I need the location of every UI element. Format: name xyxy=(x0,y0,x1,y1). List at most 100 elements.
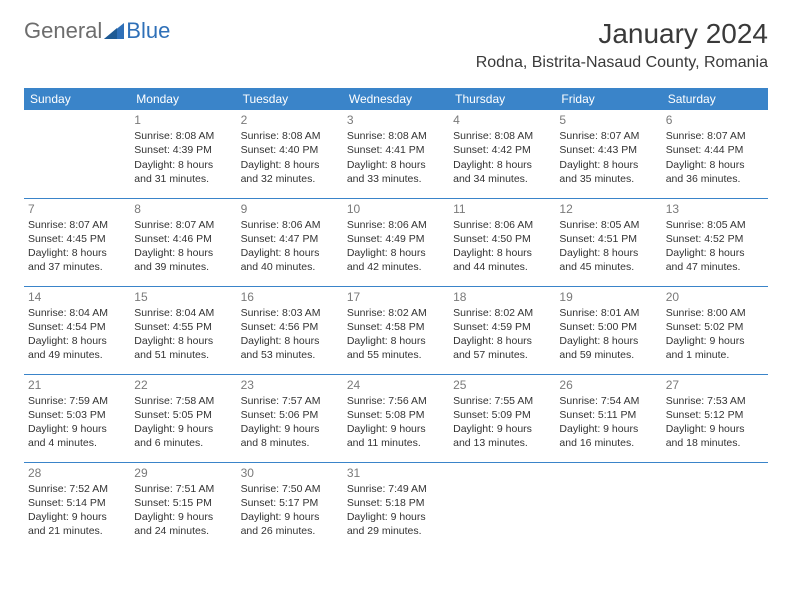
calendar-cell: 25Sunrise: 7:55 AMSunset: 5:09 PMDayligh… xyxy=(449,374,555,462)
daylight-line: Daylight: 8 hours and 35 minutes. xyxy=(559,158,657,186)
sunset-line: Sunset: 5:02 PM xyxy=(666,320,764,334)
sunrise-line: Sunrise: 8:06 AM xyxy=(453,218,551,232)
daylight-line: Daylight: 8 hours and 57 minutes. xyxy=(453,334,551,362)
weekday-header-row: Sunday Monday Tuesday Wednesday Thursday… xyxy=(24,88,768,110)
calendar-cell: 31Sunrise: 7:49 AMSunset: 5:18 PMDayligh… xyxy=(343,462,449,550)
calendar-body: 1Sunrise: 8:08 AMSunset: 4:39 PMDaylight… xyxy=(24,110,768,550)
weekday-header: Monday xyxy=(130,88,236,110)
daylight-line: Daylight: 9 hours and 1 minute. xyxy=(666,334,764,362)
daylight-line: Daylight: 9 hours and 13 minutes. xyxy=(453,422,551,450)
sunset-line: Sunset: 4:50 PM xyxy=(453,232,551,246)
sunrise-line: Sunrise: 7:59 AM xyxy=(28,394,126,408)
daylight-line: Daylight: 9 hours and 16 minutes. xyxy=(559,422,657,450)
daylight-line: Daylight: 9 hours and 6 minutes. xyxy=(134,422,232,450)
sunset-line: Sunset: 5:06 PM xyxy=(241,408,339,422)
day-number: 7 xyxy=(28,201,126,217)
day-number: 22 xyxy=(134,377,232,393)
weekday-header: Saturday xyxy=(662,88,768,110)
calendar-row: 14Sunrise: 8:04 AMSunset: 4:54 PMDayligh… xyxy=(24,286,768,374)
calendar-cell: 13Sunrise: 8:05 AMSunset: 4:52 PMDayligh… xyxy=(662,198,768,286)
daylight-line: Daylight: 8 hours and 37 minutes. xyxy=(28,246,126,274)
daylight-line: Daylight: 8 hours and 59 minutes. xyxy=(559,334,657,362)
sunrise-line: Sunrise: 8:03 AM xyxy=(241,306,339,320)
sunrise-line: Sunrise: 7:53 AM xyxy=(666,394,764,408)
day-number: 26 xyxy=(559,377,657,393)
sunrise-line: Sunrise: 8:07 AM xyxy=(134,218,232,232)
calendar-table: Sunday Monday Tuesday Wednesday Thursday… xyxy=(24,88,768,550)
logo-text-blue: Blue xyxy=(126,18,170,44)
daylight-line: Daylight: 8 hours and 53 minutes. xyxy=(241,334,339,362)
page-header: General Blue January 2024 Rodna, Bistrit… xyxy=(0,0,792,78)
day-number: 4 xyxy=(453,112,551,128)
sunrise-line: Sunrise: 8:07 AM xyxy=(559,129,657,143)
logo-text-general: General xyxy=(24,18,102,44)
day-number: 5 xyxy=(559,112,657,128)
day-number: 31 xyxy=(347,465,445,481)
daylight-line: Daylight: 8 hours and 49 minutes. xyxy=(28,334,126,362)
sunset-line: Sunset: 4:52 PM xyxy=(666,232,764,246)
calendar-cell: 21Sunrise: 7:59 AMSunset: 5:03 PMDayligh… xyxy=(24,374,130,462)
calendar-cell xyxy=(449,462,555,550)
day-number: 21 xyxy=(28,377,126,393)
calendar-cell xyxy=(662,462,768,550)
sunset-line: Sunset: 4:45 PM xyxy=(28,232,126,246)
sunset-line: Sunset: 5:12 PM xyxy=(666,408,764,422)
weekday-header: Thursday xyxy=(449,88,555,110)
daylight-line: Daylight: 9 hours and 4 minutes. xyxy=(28,422,126,450)
weekday-header: Sunday xyxy=(24,88,130,110)
sunrise-line: Sunrise: 8:00 AM xyxy=(666,306,764,320)
day-number: 16 xyxy=(241,289,339,305)
sunset-line: Sunset: 4:47 PM xyxy=(241,232,339,246)
sunset-line: Sunset: 4:44 PM xyxy=(666,143,764,157)
day-number: 20 xyxy=(666,289,764,305)
daylight-line: Daylight: 8 hours and 33 minutes. xyxy=(347,158,445,186)
daylight-line: Daylight: 8 hours and 31 minutes. xyxy=(134,158,232,186)
month-title: January 2024 xyxy=(476,18,768,50)
day-number: 3 xyxy=(347,112,445,128)
sunrise-line: Sunrise: 8:02 AM xyxy=(347,306,445,320)
sunset-line: Sunset: 5:03 PM xyxy=(28,408,126,422)
sunset-line: Sunset: 5:14 PM xyxy=(28,496,126,510)
calendar-row: 1Sunrise: 8:08 AMSunset: 4:39 PMDaylight… xyxy=(24,110,768,198)
calendar-cell: 28Sunrise: 7:52 AMSunset: 5:14 PMDayligh… xyxy=(24,462,130,550)
day-number: 9 xyxy=(241,201,339,217)
calendar-cell: 6Sunrise: 8:07 AMSunset: 4:44 PMDaylight… xyxy=(662,110,768,198)
sunset-line: Sunset: 4:41 PM xyxy=(347,143,445,157)
daylight-line: Daylight: 9 hours and 29 minutes. xyxy=(347,510,445,538)
sunset-line: Sunset: 4:54 PM xyxy=(28,320,126,334)
daylight-line: Daylight: 9 hours and 21 minutes. xyxy=(28,510,126,538)
calendar-cell: 9Sunrise: 8:06 AMSunset: 4:47 PMDaylight… xyxy=(237,198,343,286)
day-number: 12 xyxy=(559,201,657,217)
sunrise-line: Sunrise: 8:08 AM xyxy=(453,129,551,143)
calendar-cell: 4Sunrise: 8:08 AMSunset: 4:42 PMDaylight… xyxy=(449,110,555,198)
sunrise-line: Sunrise: 7:52 AM xyxy=(28,482,126,496)
day-number: 23 xyxy=(241,377,339,393)
sunset-line: Sunset: 4:58 PM xyxy=(347,320,445,334)
sunrise-line: Sunrise: 7:57 AM xyxy=(241,394,339,408)
daylight-line: Daylight: 8 hours and 42 minutes. xyxy=(347,246,445,274)
sunset-line: Sunset: 4:49 PM xyxy=(347,232,445,246)
day-number: 1 xyxy=(134,112,232,128)
daylight-line: Daylight: 8 hours and 39 minutes. xyxy=(134,246,232,274)
calendar-cell: 18Sunrise: 8:02 AMSunset: 4:59 PMDayligh… xyxy=(449,286,555,374)
sunset-line: Sunset: 4:59 PM xyxy=(453,320,551,334)
calendar-cell: 20Sunrise: 8:00 AMSunset: 5:02 PMDayligh… xyxy=(662,286,768,374)
sunset-line: Sunset: 5:15 PM xyxy=(134,496,232,510)
calendar-cell: 23Sunrise: 7:57 AMSunset: 5:06 PMDayligh… xyxy=(237,374,343,462)
daylight-line: Daylight: 8 hours and 47 minutes. xyxy=(666,246,764,274)
day-number: 2 xyxy=(241,112,339,128)
calendar-cell: 30Sunrise: 7:50 AMSunset: 5:17 PMDayligh… xyxy=(237,462,343,550)
sunrise-line: Sunrise: 8:05 AM xyxy=(666,218,764,232)
calendar-cell: 26Sunrise: 7:54 AMSunset: 5:11 PMDayligh… xyxy=(555,374,661,462)
daylight-line: Daylight: 8 hours and 40 minutes. xyxy=(241,246,339,274)
sunrise-line: Sunrise: 8:08 AM xyxy=(347,129,445,143)
daylight-line: Daylight: 8 hours and 55 minutes. xyxy=(347,334,445,362)
calendar-cell: 17Sunrise: 8:02 AMSunset: 4:58 PMDayligh… xyxy=(343,286,449,374)
calendar-cell: 14Sunrise: 8:04 AMSunset: 4:54 PMDayligh… xyxy=(24,286,130,374)
weekday-header: Friday xyxy=(555,88,661,110)
sunset-line: Sunset: 4:55 PM xyxy=(134,320,232,334)
calendar-cell: 11Sunrise: 8:06 AMSunset: 4:50 PMDayligh… xyxy=(449,198,555,286)
sunrise-line: Sunrise: 7:51 AM xyxy=(134,482,232,496)
day-number: 28 xyxy=(28,465,126,481)
calendar-cell: 22Sunrise: 7:58 AMSunset: 5:05 PMDayligh… xyxy=(130,374,236,462)
